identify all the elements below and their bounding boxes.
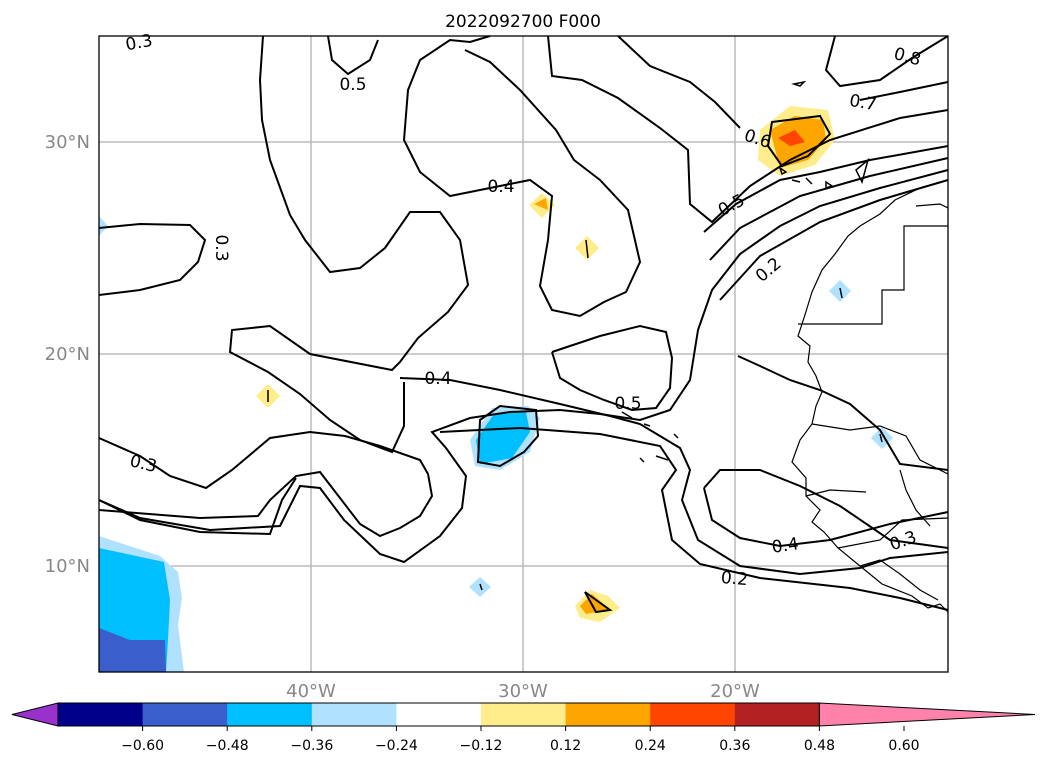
colorbar-bin	[142, 703, 228, 726]
shade-positive-diamond-1-core	[534, 198, 548, 210]
border-line	[915, 203, 949, 209]
colorbar-tick-label: 0.36	[719, 738, 750, 754]
shade-negative-west-edge	[99, 216, 108, 236]
colorbar-bin	[58, 703, 144, 726]
contour-line	[476, 404, 540, 468]
contour-line	[399, 377, 949, 576]
colorbar-bin	[481, 703, 567, 726]
colorbar-bin	[311, 703, 397, 726]
coastlines	[791, 179, 949, 613]
colorbar-tick-label: −0.60	[121, 738, 164, 754]
contour-line	[551, 324, 674, 412]
contour-label: 0.5	[339, 75, 366, 95]
plot-frame	[98, 35, 949, 673]
colorbar-tick-label: 0.24	[635, 738, 666, 754]
gridlines	[99, 36, 948, 672]
colorbar-bin	[396, 703, 482, 726]
colorbar-tick-label: −0.36	[290, 738, 333, 754]
shade-negative-southwest-core	[99, 628, 166, 672]
colorbar-tick-label: 0.12	[550, 738, 581, 754]
border-line	[859, 559, 939, 601]
border-line	[805, 489, 867, 497]
x-tick-label: 40°W	[286, 681, 336, 702]
colorbar-tick-label: −0.12	[460, 738, 503, 754]
contour-line	[98, 430, 434, 538]
colorbar-tick-label: 0.60	[888, 738, 919, 754]
contour-line	[228, 35, 470, 454]
border-line	[811, 423, 949, 475]
y-tick-label: 20°N	[45, 344, 90, 365]
contour-line	[584, 591, 613, 614]
contour-label: 0.2	[720, 568, 749, 590]
contour-line	[98, 477, 297, 536]
colorbar-bin	[565, 703, 651, 726]
contour-line	[617, 35, 741, 129]
contour-label: 0.4	[424, 369, 451, 389]
contour-line	[703, 469, 949, 549]
contour-line	[766, 114, 832, 168]
contour-line	[98, 169, 949, 564]
colorbar-tick-label: −0.24	[375, 738, 418, 754]
contour-line	[859, 81, 949, 101]
colorbar-extend-high	[818, 702, 1036, 727]
contour-line-small	[267, 80, 883, 591]
contour-line	[703, 145, 949, 233]
colorbar-bin	[734, 703, 820, 726]
border-line	[837, 517, 949, 549]
contour-line	[719, 179, 949, 301]
contour-line	[709, 157, 949, 261]
colorbar-bin	[227, 703, 313, 726]
shade-positive-south-core	[580, 594, 610, 614]
contour-label: 0.3	[124, 31, 154, 55]
colorbar: −0.60 −0.48 −0.36 −0.24 −0.12 0.12 0.24 0.36 0.4…	[11, 702, 1036, 754]
contour-line	[547, 35, 949, 224]
colorbar-tick-label: 0.48	[804, 738, 835, 754]
border-line	[798, 225, 948, 325]
border-line	[899, 469, 931, 527]
shade-negative-diamond-1	[469, 577, 491, 597]
contour-label: 0.3	[211, 234, 231, 261]
contour-line	[824, 35, 949, 88]
chart-title: 2022092700 F000	[445, 12, 601, 32]
x-tick-label: 20°W	[710, 681, 760, 702]
contour-label: 0.5	[614, 394, 641, 414]
colorbar-tick-label: −0.48	[206, 738, 249, 754]
contour-line	[737, 355, 949, 471]
contour-line	[402, 35, 642, 318]
colorbar-bin	[650, 703, 736, 726]
colorbar-extend-low	[11, 702, 59, 727]
contour-line	[327, 35, 379, 76]
contour-label: 0.4	[487, 177, 514, 197]
colorbar-frame	[57, 702, 820, 727]
contour-line	[439, 426, 949, 611]
contour-label: 0.4	[771, 534, 801, 558]
contour-lines	[98, 35, 949, 614]
shade-positive-northeast-core	[778, 130, 805, 146]
map-plot: 0.8 0.7 0.6 0.5 0.5 0.5 0.4 0.4 0.4 0.3 …	[45, 31, 949, 702]
shade-negative-central-inner	[476, 412, 530, 464]
y-tick-label: 30°N	[45, 132, 90, 153]
x-tick-label: 30°W	[498, 681, 548, 702]
y-tick-label: 10°N	[45, 556, 90, 577]
contour-label: 0.7	[848, 91, 878, 115]
contour-line	[98, 222, 207, 296]
axis-ticks: 40°W 30°W 20°W 30°N 20°N 10°N	[45, 132, 760, 702]
contour-line	[703, 487, 949, 548]
